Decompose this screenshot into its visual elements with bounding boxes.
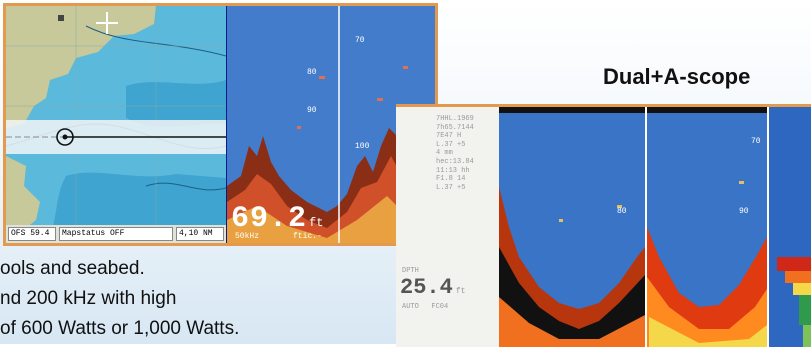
chart-plotter-pane: OFS 59.4 Mapstatus OFF 4,10 NM <box>6 6 226 243</box>
depth-scale-label: 80 <box>307 68 317 77</box>
dual-depth-unit: ft <box>455 287 466 296</box>
caption-line: nd 200 kHz with high <box>0 288 177 309</box>
dual-depth-readout: 25.4 ft <box>400 275 465 300</box>
caption-line: ools and seabed. <box>0 258 145 279</box>
chart-status-bar: OFS 59.4 Mapstatus OFF 4,10 NM <box>6 225 226 243</box>
chart-status-field: Mapstatus OFF <box>59 227 173 241</box>
depth-value: 69.2 <box>231 202 308 236</box>
dual-echogram-graphic <box>499 107 811 347</box>
readout-line: hec:13.84 <box>436 157 474 166</box>
dual-depth-scale-label: 80 <box>617 207 627 216</box>
depth-scale-label: 100 <box>355 142 370 151</box>
readout-lines: 7HHL.1969 7h65.7144 7E47 H L.37 +5 4 mm … <box>436 115 498 192</box>
readout-line: 4 mm <box>436 149 453 158</box>
vessel-position-icon <box>54 126 76 148</box>
single-display-screenshot: OFS 59.4 Mapstatus OFF 4,10 NM 70 80 90 … <box>3 3 438 246</box>
chart-status-field: 4,10 NM <box>176 227 224 241</box>
readout-line: 7h65.7144 <box>436 123 474 132</box>
dual-echogram-pane: 70 80 90 <box>499 107 811 347</box>
anchor-icon <box>56 10 66 21</box>
dual-depth-value: 25.4 <box>400 275 453 300</box>
nautical-chart-graphic <box>6 6 226 243</box>
depth-scale-label: 70 <box>355 36 365 45</box>
mode-heading: Dual+A-scope <box>603 64 751 89</box>
frequency-label: 50kHz <box>235 232 260 241</box>
readout-panel: 7HHL.1969 7h65.7144 7E47 H L.37 +5 4 mm … <box>396 107 499 347</box>
readout-line: L.37 +5 <box>436 140 466 149</box>
depth-unit: ft <box>309 216 324 230</box>
readout-line: L.37 +5 <box>436 183 466 192</box>
dual-depth-scale-label: 90 <box>739 207 749 216</box>
depth-readout: 69.2 ft <box>231 202 323 236</box>
readout-line: 11:13 hh <box>436 166 470 175</box>
depth-label: DPTH <box>402 267 419 275</box>
depth-scale-label: 90 <box>307 106 317 115</box>
readout-line: F1.8 14 <box>436 175 466 184</box>
crosshair-icon <box>96 12 118 34</box>
chart-status-field: OFS 59.4 <box>8 227 56 241</box>
caption-line: of 600 Watts or 1,000 Watts. <box>0 318 240 339</box>
readout-line: 7E47 H <box>436 132 462 141</box>
readout-line: 7HHL.1969 <box>436 115 474 123</box>
dual-depth-scale-label: 70 <box>751 137 761 146</box>
depth-mode-label: AUTO FC04 <box>402 303 449 311</box>
dual-ascope-screenshot: 7HHL.1969 7h65.7144 7E47 H L.37 +5 4 mm … <box>396 104 811 347</box>
range-label: ftic.- <box>293 232 322 241</box>
